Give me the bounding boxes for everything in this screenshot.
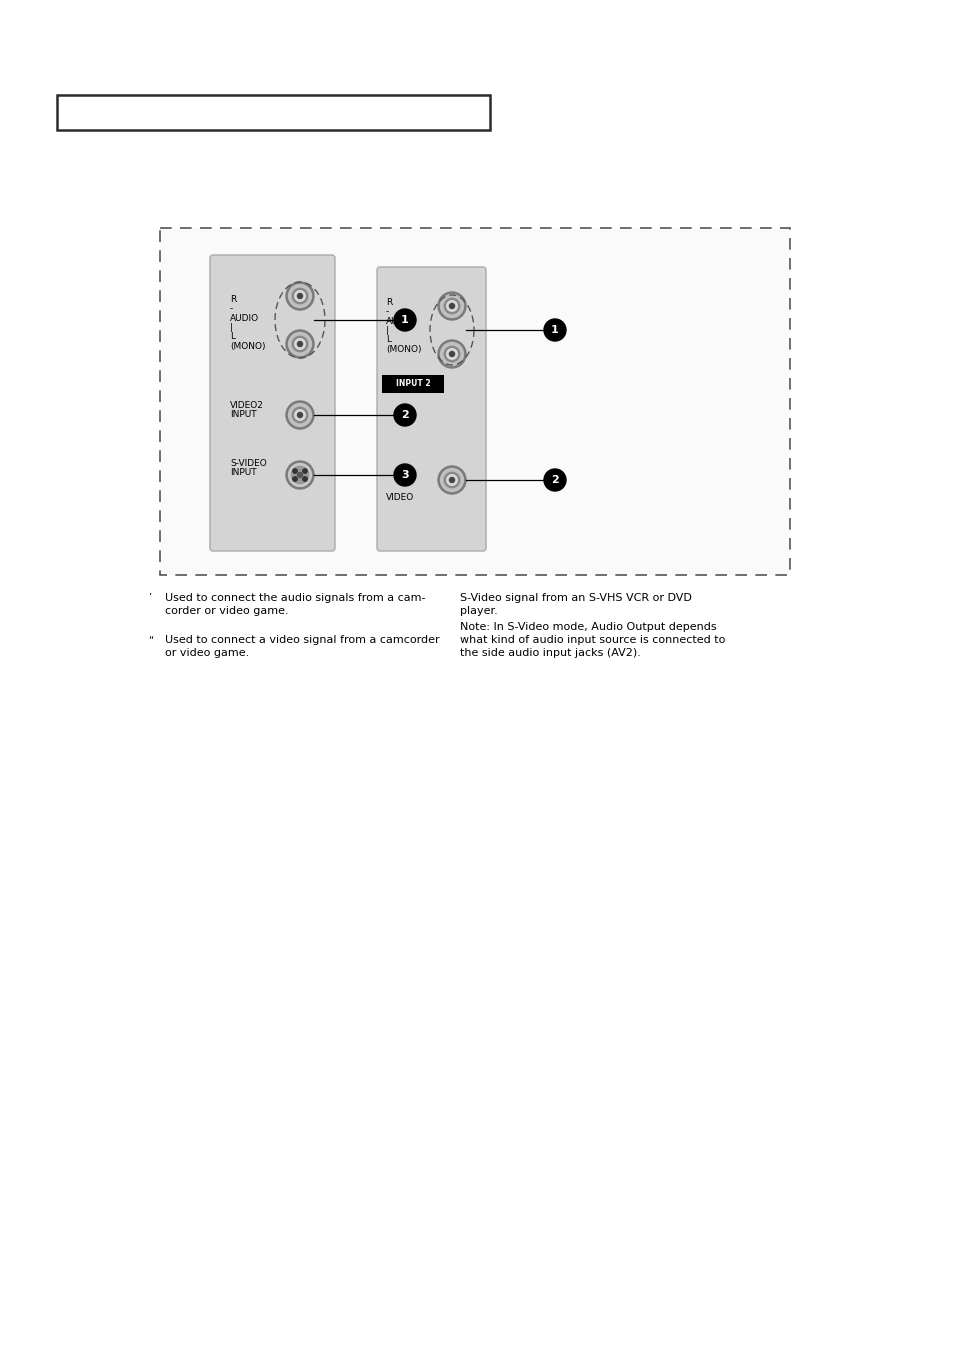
Circle shape: [294, 291, 305, 302]
Circle shape: [449, 477, 454, 483]
Circle shape: [292, 336, 308, 352]
Text: Note: In S-Video mode, Audio Output depends
what kind of audio input source is c: Note: In S-Video mode, Audio Output depe…: [459, 621, 724, 658]
Circle shape: [446, 474, 456, 485]
Text: VIDEO: VIDEO: [386, 493, 414, 501]
Bar: [57, 94, 490, 129]
Text: VIDEO2
INPUT: VIDEO2 INPUT: [230, 400, 264, 419]
Text: S-Video signal from an S-VHS VCR or DVD
player.: S-Video signal from an S-VHS VCR or DVD …: [459, 593, 691, 616]
Circle shape: [286, 282, 314, 310]
Bar: [381, 375, 443, 394]
Circle shape: [444, 298, 459, 314]
Text: R
-
AUDIO
|
L
(MONO): R - AUDIO | L (MONO): [230, 295, 265, 350]
Circle shape: [446, 301, 456, 311]
Circle shape: [297, 473, 302, 477]
Circle shape: [440, 294, 463, 318]
Circle shape: [444, 472, 459, 488]
Circle shape: [286, 461, 314, 489]
Circle shape: [288, 464, 311, 487]
Circle shape: [297, 294, 302, 298]
Circle shape: [394, 309, 416, 332]
Text: Used to connect the audio signals from a cam-
corder or video game.: Used to connect the audio signals from a…: [165, 593, 425, 616]
Circle shape: [286, 400, 314, 429]
Circle shape: [449, 352, 454, 356]
Circle shape: [288, 403, 311, 426]
Circle shape: [292, 288, 308, 303]
Circle shape: [446, 349, 456, 360]
Text: S-VIDEO
INPUT: S-VIDEO INPUT: [230, 458, 267, 477]
Circle shape: [437, 340, 465, 368]
Text: 1: 1: [551, 325, 558, 336]
Text: 2: 2: [551, 474, 558, 485]
Text: 3: 3: [401, 470, 409, 480]
Circle shape: [394, 464, 416, 487]
Text: 1: 1: [400, 315, 409, 325]
Circle shape: [449, 303, 454, 309]
Circle shape: [440, 469, 463, 492]
Circle shape: [297, 341, 302, 346]
Circle shape: [294, 338, 305, 349]
Circle shape: [288, 333, 311, 356]
Circle shape: [440, 342, 463, 365]
Circle shape: [292, 407, 308, 423]
FancyBboxPatch shape: [376, 267, 485, 551]
Circle shape: [293, 477, 297, 481]
Circle shape: [288, 284, 311, 307]
Text: ’: ’: [148, 593, 151, 603]
FancyBboxPatch shape: [210, 255, 335, 551]
Circle shape: [302, 469, 307, 473]
Text: R
-
AUDIO
|
L
(MONO): R - AUDIO | L (MONO): [386, 298, 421, 353]
Circle shape: [286, 330, 314, 359]
Text: INPUT 2: INPUT 2: [395, 380, 430, 388]
Circle shape: [293, 469, 297, 473]
Circle shape: [291, 466, 309, 484]
Circle shape: [437, 293, 465, 319]
Circle shape: [543, 319, 565, 341]
Circle shape: [543, 469, 565, 491]
Text: 2: 2: [400, 410, 409, 421]
Text: “: “: [148, 635, 153, 644]
Circle shape: [437, 466, 465, 493]
Circle shape: [394, 404, 416, 426]
Bar: [160, 228, 789, 576]
Circle shape: [444, 346, 459, 361]
Circle shape: [297, 412, 302, 418]
Text: Used to connect a video signal from a camcorder
or video game.: Used to connect a video signal from a ca…: [165, 635, 439, 658]
Circle shape: [294, 410, 305, 421]
Circle shape: [302, 477, 307, 481]
